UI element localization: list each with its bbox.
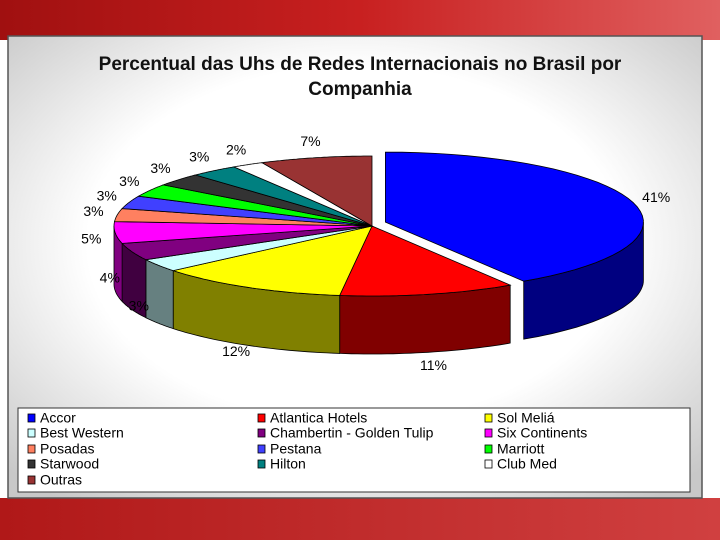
data-label: 5% — [81, 230, 101, 246]
legend-label: Chambertin - Golden Tulip — [270, 425, 434, 441]
legend-swatch — [257, 428, 266, 438]
legend-swatch — [484, 459, 493, 469]
slice — [385, 151, 644, 282]
legend-swatch — [257, 413, 266, 423]
data-label: 3% — [150, 160, 170, 176]
slice-side — [145, 259, 174, 330]
pie: 41%11%12%3%4%5%3%3%3%3%3% 2%7% — [81, 133, 670, 373]
legend-label: Hilton — [270, 456, 306, 472]
legend-label: Marriott — [497, 441, 545, 457]
data-label: 11% — [420, 357, 447, 373]
legend-swatch — [27, 444, 36, 454]
data-label: 3% — [97, 188, 117, 204]
legend-label: Atlantica Hotels — [270, 410, 367, 426]
legend-swatch — [484, 444, 493, 454]
legend-label: Starwood — [40, 456, 99, 472]
data-label: 3% — [189, 149, 209, 165]
legend-label: Accor — [40, 410, 76, 426]
legend-swatch — [484, 413, 493, 423]
legend-label: Outras — [40, 472, 82, 488]
slice — [171, 225, 373, 296]
slice — [339, 225, 512, 297]
legend: Accor Atlantica Hotels Sol Meliá Best Weste… — [27, 410, 587, 488]
legend-swatch — [257, 459, 266, 469]
legend-swatch — [257, 444, 266, 454]
top-band — [0, 0, 720, 40]
bottom-band — [0, 498, 720, 540]
slice — [121, 195, 373, 227]
legend-label: Posadas — [40, 441, 94, 457]
legend-label: Sol Meliá — [497, 410, 555, 426]
slice — [260, 155, 373, 227]
slice — [121, 225, 373, 261]
slice — [232, 162, 373, 227]
legend-box — [17, 407, 691, 493]
data-label: 3% — [129, 298, 149, 314]
legend-label: Best Western — [40, 425, 124, 441]
data-label: 3% — [83, 203, 103, 219]
slice — [144, 225, 373, 272]
legend-label: Six Continents — [497, 425, 587, 441]
data-label: 2% — [226, 141, 246, 157]
legend-label: Pestana — [270, 441, 322, 457]
slice — [113, 221, 373, 244]
legend-swatch — [484, 428, 493, 438]
legend-swatch — [27, 428, 36, 438]
data-label: 7% — [300, 133, 320, 149]
data-label: 3% — [119, 173, 139, 189]
legend-swatch — [27, 413, 36, 423]
slice — [161, 174, 373, 227]
data-label: 41% — [642, 189, 670, 205]
legend-swatch — [27, 475, 36, 485]
legend-swatch — [27, 459, 36, 469]
data-label: 12% — [222, 343, 250, 359]
slice — [194, 166, 373, 227]
slice — [137, 184, 373, 227]
legend-label: Club Med — [497, 456, 557, 472]
chart-title: Percentual das Uhs de Redes Internaciona… — [98, 54, 622, 100]
data-label: 4% — [100, 270, 120, 286]
